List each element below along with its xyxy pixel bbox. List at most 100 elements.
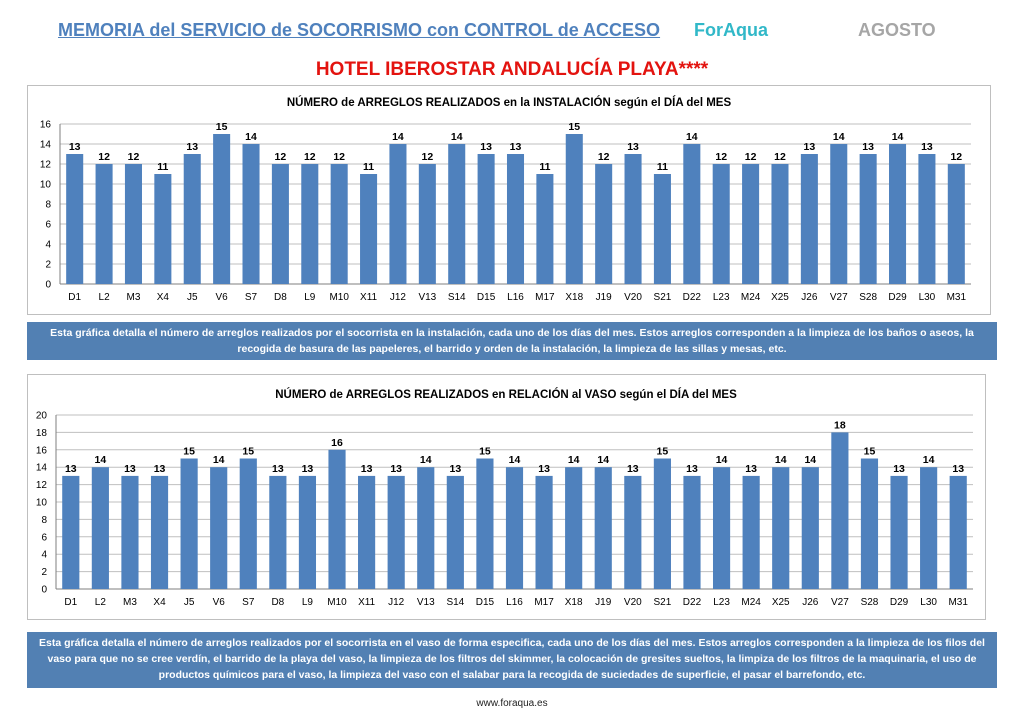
x-tick-label: J5	[187, 292, 198, 303]
bar-value-label: 13	[862, 141, 874, 153]
y-tick-label: 0	[45, 280, 51, 291]
bar	[213, 134, 231, 284]
y-tick-label: 16	[40, 120, 52, 131]
x-tick-label: M10	[329, 292, 349, 303]
x-tick-label: L23	[713, 597, 730, 608]
x-tick-label: V13	[418, 292, 436, 303]
bar	[476, 458, 494, 589]
bar-value-label: 13	[65, 463, 77, 475]
x-tick-label: D8	[274, 292, 287, 303]
bar	[624, 475, 642, 589]
bar-value-label: 13	[449, 463, 461, 475]
bar	[269, 475, 287, 589]
bar	[742, 164, 760, 284]
bar	[66, 154, 84, 284]
x-tick-label: L2	[99, 292, 111, 303]
x-tick-label: X18	[565, 597, 583, 608]
bar	[448, 144, 466, 284]
bar-value-label: 14	[892, 131, 904, 143]
x-tick-label: V6	[213, 597, 226, 608]
bar	[95, 164, 113, 284]
bar	[771, 164, 789, 284]
x-tick-label: D8	[271, 597, 284, 608]
bar-value-label: 12	[128, 151, 140, 163]
bar	[595, 164, 613, 284]
bar	[91, 467, 109, 589]
bar	[121, 475, 139, 589]
bar	[594, 467, 612, 589]
bar-value-label: 12	[421, 151, 433, 163]
x-tick-label: L16	[506, 597, 523, 608]
x-tick-label: S7	[242, 597, 255, 608]
bar-value-label: 13	[390, 463, 402, 475]
bar	[683, 144, 701, 284]
bar-value-label: 18	[834, 419, 846, 431]
bar	[712, 164, 730, 284]
bar-value-label: 14	[245, 131, 257, 143]
bar-value-label: 13	[154, 463, 166, 475]
installation-chart-panel: NÚMERO de ARREGLOS REALIZADOS en la INST…	[27, 85, 991, 315]
bar	[801, 467, 819, 589]
bar-value-label: 13	[302, 463, 314, 475]
memoria-title: MEMORIA del SERVICIO de SOCORRISMO con C…	[58, 20, 661, 40]
bar	[653, 458, 671, 589]
x-tick-label: X11	[358, 597, 375, 608]
x-tick-label: V20	[624, 597, 642, 608]
bar-value-label: 14	[923, 454, 935, 466]
bar-value-label: 16	[331, 437, 343, 449]
bar	[772, 467, 790, 589]
bar-value-label: 13	[124, 463, 136, 475]
bar-value-label: 14	[392, 131, 404, 143]
x-tick-label: D29	[890, 597, 909, 608]
x-tick-label: J5	[184, 597, 195, 608]
bar	[417, 467, 435, 589]
x-tick-label: D29	[888, 292, 907, 303]
y-tick-label: 10	[40, 180, 52, 191]
x-tick-label: M31	[948, 597, 968, 608]
y-tick-label: 18	[36, 428, 48, 439]
x-tick-label: X18	[565, 292, 583, 303]
y-tick-label: 4	[45, 240, 51, 251]
bar-value-label: 14	[686, 131, 698, 143]
bar-value-label: 15	[242, 446, 254, 458]
bar	[387, 475, 405, 589]
bar-value-label: 14	[95, 454, 107, 466]
x-tick-label: S14	[448, 292, 466, 303]
y-tick-label: 14	[40, 140, 52, 151]
bar	[624, 154, 642, 284]
x-tick-label: D1	[68, 292, 81, 303]
bar-value-label: 13	[952, 463, 964, 475]
bar-value-label: 14	[420, 454, 432, 466]
bar-value-label: 13	[510, 141, 522, 153]
bar-value-label: 14	[775, 454, 787, 466]
y-tick-label: 0	[41, 585, 47, 596]
x-tick-label: J19	[596, 292, 613, 303]
document-header: MEMORIA del SERVICIO de SOCORRISMO con C…	[0, 20, 1024, 44]
x-tick-label: D15	[476, 597, 495, 608]
footer-url[interactable]: www.foraqua.es	[476, 698, 548, 709]
bar-value-label: 15	[216, 121, 228, 133]
y-tick-label: 6	[41, 532, 47, 543]
bar	[890, 475, 908, 589]
bar	[239, 458, 257, 589]
bar-value-label: 14	[509, 454, 521, 466]
bar	[301, 164, 319, 284]
bar	[506, 154, 525, 284]
y-tick-label: 8	[41, 515, 47, 526]
bar-value-label: 13	[361, 463, 373, 475]
x-tick-label: V13	[417, 597, 435, 608]
x-tick-label: S14	[446, 597, 464, 608]
bar	[920, 467, 938, 589]
bar	[947, 164, 965, 284]
bar	[918, 154, 936, 284]
brand-name: ForAqua	[694, 20, 768, 40]
x-tick-label: S21	[654, 292, 672, 303]
x-tick-label: S28	[859, 292, 877, 303]
bar	[446, 475, 464, 589]
x-tick-label: J26	[802, 597, 819, 608]
bar	[712, 467, 731, 589]
bar-value-label: 15	[657, 446, 669, 458]
bar-value-label: 12	[304, 151, 316, 163]
x-tick-label: X4	[153, 597, 166, 608]
bar	[389, 144, 407, 284]
